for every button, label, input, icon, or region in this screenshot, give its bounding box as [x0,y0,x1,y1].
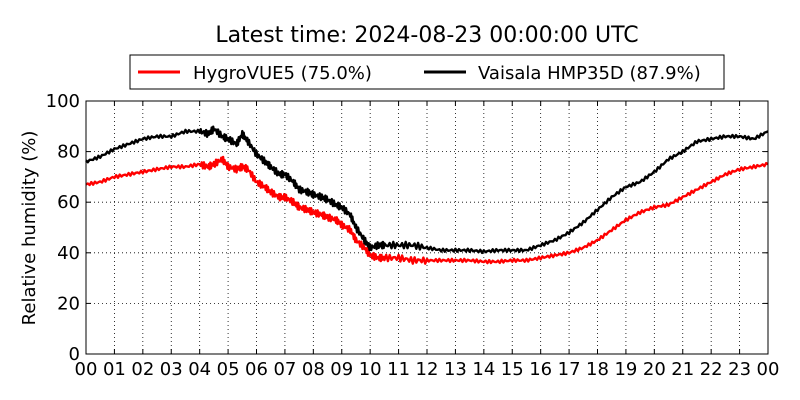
x-tick-label: 09 [330,359,353,380]
y-tick-label: 60 [57,192,80,213]
x-tick-label: 12 [416,359,439,380]
x-tick-label: 04 [188,359,211,380]
x-tick-label: 17 [558,359,581,380]
x-tick-label: 23 [728,359,751,380]
series-line-1 [85,125,769,255]
y-tick-label: 0 [69,344,80,365]
plot-frame [85,100,769,355]
legend-label-hygrovue5: HygroVUE5 (75.0%) [193,63,372,84]
y-tick-label: 40 [57,243,80,264]
series-line-0 [85,155,769,265]
x-tick-label: 01 [103,359,126,380]
x-tick-label: 19 [614,359,637,380]
y-axis: 0 20 40 60 80 100 [46,91,768,365]
x-tick-label: 21 [671,359,694,380]
x-tick-label: 13 [444,359,467,380]
x-tick-label: 05 [217,359,240,380]
x-tick-label: 10 [359,359,382,380]
x-tick-label: 00 [75,359,98,380]
x-tick-label: 22 [700,359,723,380]
x-tick-label: 15 [501,359,524,380]
y-tick-label: 100 [46,91,80,112]
x-tick-label: 07 [273,359,296,380]
y-tick-label: 80 [57,142,80,163]
x-tick-label: 18 [586,359,609,380]
x-tick-label: 16 [529,359,552,380]
legend-label-vaisala: Vaisala HMP35D (87.9%) [478,63,701,84]
chart-title: Latest time: 2024-08-23 00:00:00 UTC [215,23,638,48]
x-tick-label: 08 [302,359,325,380]
y-axis-label: Relative humidity (%) [19,131,40,326]
x-tick-label: 06 [245,359,268,380]
x-axis: 00 01 02 03 04 05 06 07 08 09 10 11 12 13 14 15 16 17 18 19… [75,101,780,380]
legend: HygroVUE5 (75.0%) Vaisala HMP35D (87.9%) [129,54,725,90]
x-tick-label: 00 [757,359,780,380]
x-tick-label: 02 [131,359,154,380]
x-tick-label: 20 [643,359,666,380]
y-tick-label: 20 [57,293,80,314]
series-layer [85,125,769,265]
x-tick-label: 11 [387,359,410,380]
x-tick-label: 03 [160,359,183,380]
grid [86,101,768,354]
x-tick-label: 14 [472,359,495,380]
